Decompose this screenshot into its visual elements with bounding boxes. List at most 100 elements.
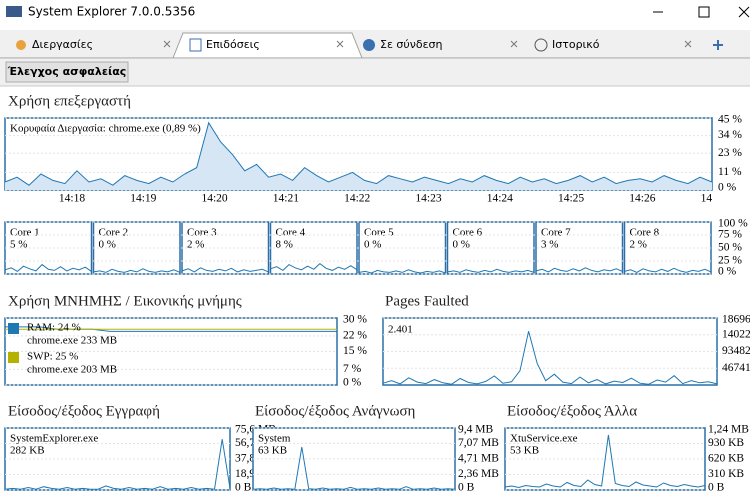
usage-line (447, 268, 535, 273)
x-tick-label: 14:23 (415, 193, 441, 205)
tab-close[interactable] (510, 40, 518, 48)
y-tick-label: 930 KB (708, 437, 744, 449)
y-tick-label: 45 % (718, 114, 742, 126)
tab-close[interactable] (163, 40, 171, 48)
graph-annotation: SystemExplorer.exe (10, 433, 98, 445)
legend-swatch (8, 352, 19, 363)
core-usage: 2 % (630, 239, 647, 251)
y-tick-label: 100 % (718, 218, 748, 230)
core-usage: 3 % (541, 239, 558, 251)
y-tick-label: 0 B (235, 482, 252, 494)
graph-annotation: 53 KB (510, 445, 539, 457)
core-name: Core 3 (187, 227, 217, 239)
core-name: Core 4 (276, 227, 306, 239)
usage-line (4, 439, 231, 490)
y-tick-label: 186964 (722, 314, 750, 326)
close-button[interactable] (738, 6, 750, 18)
usage-line (382, 331, 718, 385)
tab-close[interactable] (336, 40, 344, 48)
y-tick-label: 11 % (718, 166, 742, 178)
core-usage: 2 % (187, 239, 204, 251)
tab-label[interactable]: Σε σύνδεση (380, 38, 443, 51)
graph-annotation: XtuService.exe (510, 433, 578, 445)
x-tick-label: 14:22 (344, 193, 370, 205)
y-tick-label: 22 % (343, 330, 367, 342)
app-icon (6, 6, 22, 17)
y-tick-label: 2,36 MB (458, 468, 499, 480)
y-tick-label: 310 KB (708, 468, 744, 480)
new-tab-button[interactable] (713, 40, 723, 50)
legend-label: SWP: 25 % (27, 351, 78, 363)
legend-swatch (8, 323, 19, 334)
usage-line (4, 263, 92, 273)
x-tick-label: 14:18 (59, 193, 85, 205)
graph-annotation: 2.401 (388, 324, 413, 336)
usage-line (535, 267, 623, 273)
core-name: Core 5 (364, 227, 394, 239)
x-tick-label: 14:24 (487, 193, 513, 205)
usage-line (504, 434, 706, 489)
x-tick-label: 14:20 (201, 193, 227, 205)
section-title: Είσοδος/έξοδος Ανάγνωση (255, 403, 416, 419)
y-tick-label: 7 % (343, 363, 362, 375)
button-label[interactable]: Έλεγχος ασφαλείας (7, 65, 127, 78)
tab-bar (0, 30, 750, 58)
core-name: Core 7 (541, 227, 571, 239)
section-title: Είσοδος/έξοδος Εγγραφή (8, 403, 160, 419)
y-tick-label: 93482 (722, 345, 750, 357)
maximize-button[interactable] (698, 6, 710, 18)
y-tick-label: 0 % (343, 377, 362, 389)
y-tick-label: 4,71 MB (458, 453, 499, 465)
security-check-button[interactable] (5, 61, 129, 83)
graph-frame (382, 317, 718, 386)
usage-line (4, 121, 713, 186)
graph-annotation: 63 KB (258, 445, 287, 457)
core-usage: 0 % (364, 239, 381, 251)
tab-label[interactable]: Επιδόσεις (206, 38, 260, 51)
section-title: Pages Faulted (385, 293, 469, 309)
y-tick-label: 15 % (343, 345, 367, 357)
window-title: System Explorer 7.0.0.5356 (28, 5, 195, 19)
core-name: Core 1 (10, 227, 40, 239)
core-usage: 0 % (453, 239, 470, 251)
tab-icon (189, 38, 202, 52)
usage-line (252, 447, 456, 490)
y-tick-label: 0 B (458, 482, 475, 494)
tab-icon (363, 39, 375, 51)
tab-label[interactable]: Διεργασίες (32, 38, 93, 51)
graph-annotation: System (258, 433, 291, 445)
y-tick-label: 0 B (708, 482, 725, 494)
y-tick-label: 1,24 MB (708, 424, 749, 436)
y-tick-label: 34 % (718, 129, 742, 141)
y-tick-label: 46741 (722, 362, 750, 374)
y-tick-label: 50 % (718, 242, 742, 254)
core-usage: 8 % (276, 239, 293, 251)
tab-icon (534, 38, 548, 52)
x-tick-label: 14:27 (701, 193, 727, 205)
legend-label: RAM: 24 % (27, 322, 81, 334)
legend-process: chrome.exe 233 MB (27, 335, 117, 347)
active-tab[interactable] (172, 32, 363, 59)
core-name: Core 2 (99, 227, 129, 239)
y-tick-label: 0 % (718, 266, 737, 278)
usage-line (270, 262, 358, 272)
x-tick-label: 14:25 (558, 193, 584, 205)
usage-line (93, 268, 181, 273)
tab-icon (16, 40, 26, 50)
core-usage: 0 % (99, 239, 116, 251)
y-tick-label: 9,4 MB (458, 424, 493, 436)
tab-label[interactable]: Ιστορικό (552, 38, 600, 51)
x-tick-label: 14:26 (629, 193, 655, 205)
y-tick-label: 75 % (718, 229, 742, 241)
y-tick-label: 30 % (343, 314, 367, 326)
usage-line (358, 269, 446, 274)
x-tick-label: 14:21 (273, 193, 299, 205)
core-name: Core 8 (630, 227, 660, 239)
section-title: Χρήση ΜΝΗΜΗΣ / Εικονικής μνήμης (8, 293, 242, 309)
core-name: Core 6 (453, 227, 483, 239)
y-tick-label: 140223 (722, 328, 750, 340)
tab-close[interactable] (684, 40, 692, 48)
y-tick-label: 620 KB (708, 453, 744, 465)
y-tick-label: 0 % (718, 182, 737, 194)
legend-process: chrome.exe 203 MB (27, 364, 117, 376)
